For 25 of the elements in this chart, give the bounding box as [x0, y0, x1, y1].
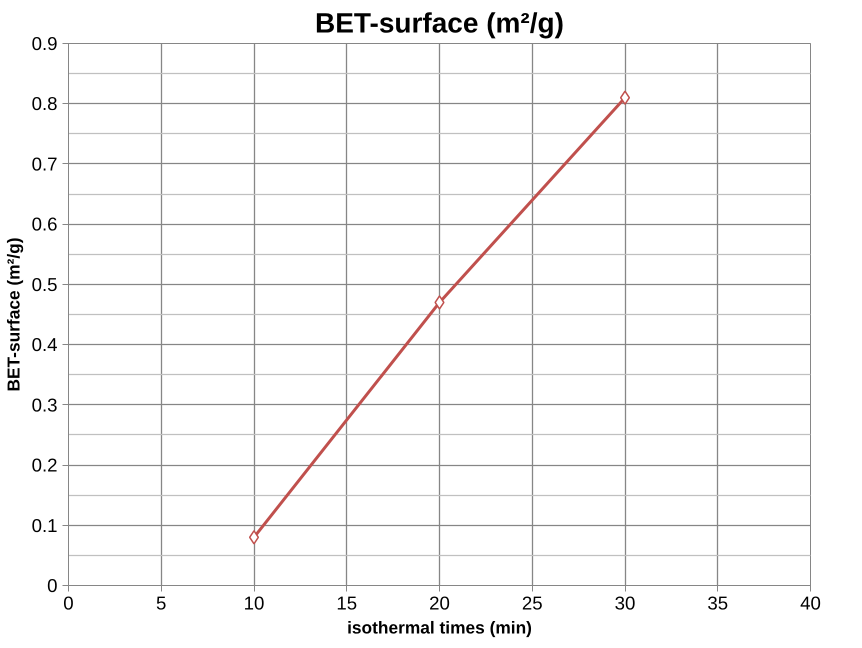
- y-tick-label: 0.6: [32, 214, 58, 235]
- x-tick-label: 5: [156, 592, 166, 614]
- x-tick-label: 10: [244, 592, 264, 614]
- y-tick-label: 0.7: [32, 153, 58, 174]
- x-tick-label: 30: [614, 592, 636, 614]
- y-tick-label: 0.1: [32, 514, 58, 536]
- x-tick-label: 40: [800, 592, 821, 614]
- y-tick-label: 0: [47, 575, 58, 596]
- y-tick-label: 0.2: [32, 454, 58, 476]
- y-tick-label: 0.8: [32, 93, 58, 114]
- x-tick-label: 20: [429, 592, 450, 614]
- x-tick-label: 15: [336, 592, 358, 614]
- chart-title: BET-surface (m²/g): [315, 8, 564, 38]
- x-axis-title: isothermal times (min): [347, 618, 532, 638]
- y-tick-label: 0.9: [32, 33, 58, 54]
- point: [248, 530, 260, 545]
- point: [434, 295, 445, 310]
- y-axis-title: BET-surface (m²/g): [4, 237, 24, 392]
- point: [620, 90, 630, 105]
- x-tick-label: 25: [522, 592, 543, 614]
- y-tick-label: 0.3: [32, 394, 58, 416]
- x-tick-label: 35: [707, 592, 728, 614]
- y-tick-label: 0.5: [32, 274, 58, 295]
- y-tick-label: 0.4: [32, 334, 58, 356]
- x-tick-label: 0: [63, 592, 74, 614]
